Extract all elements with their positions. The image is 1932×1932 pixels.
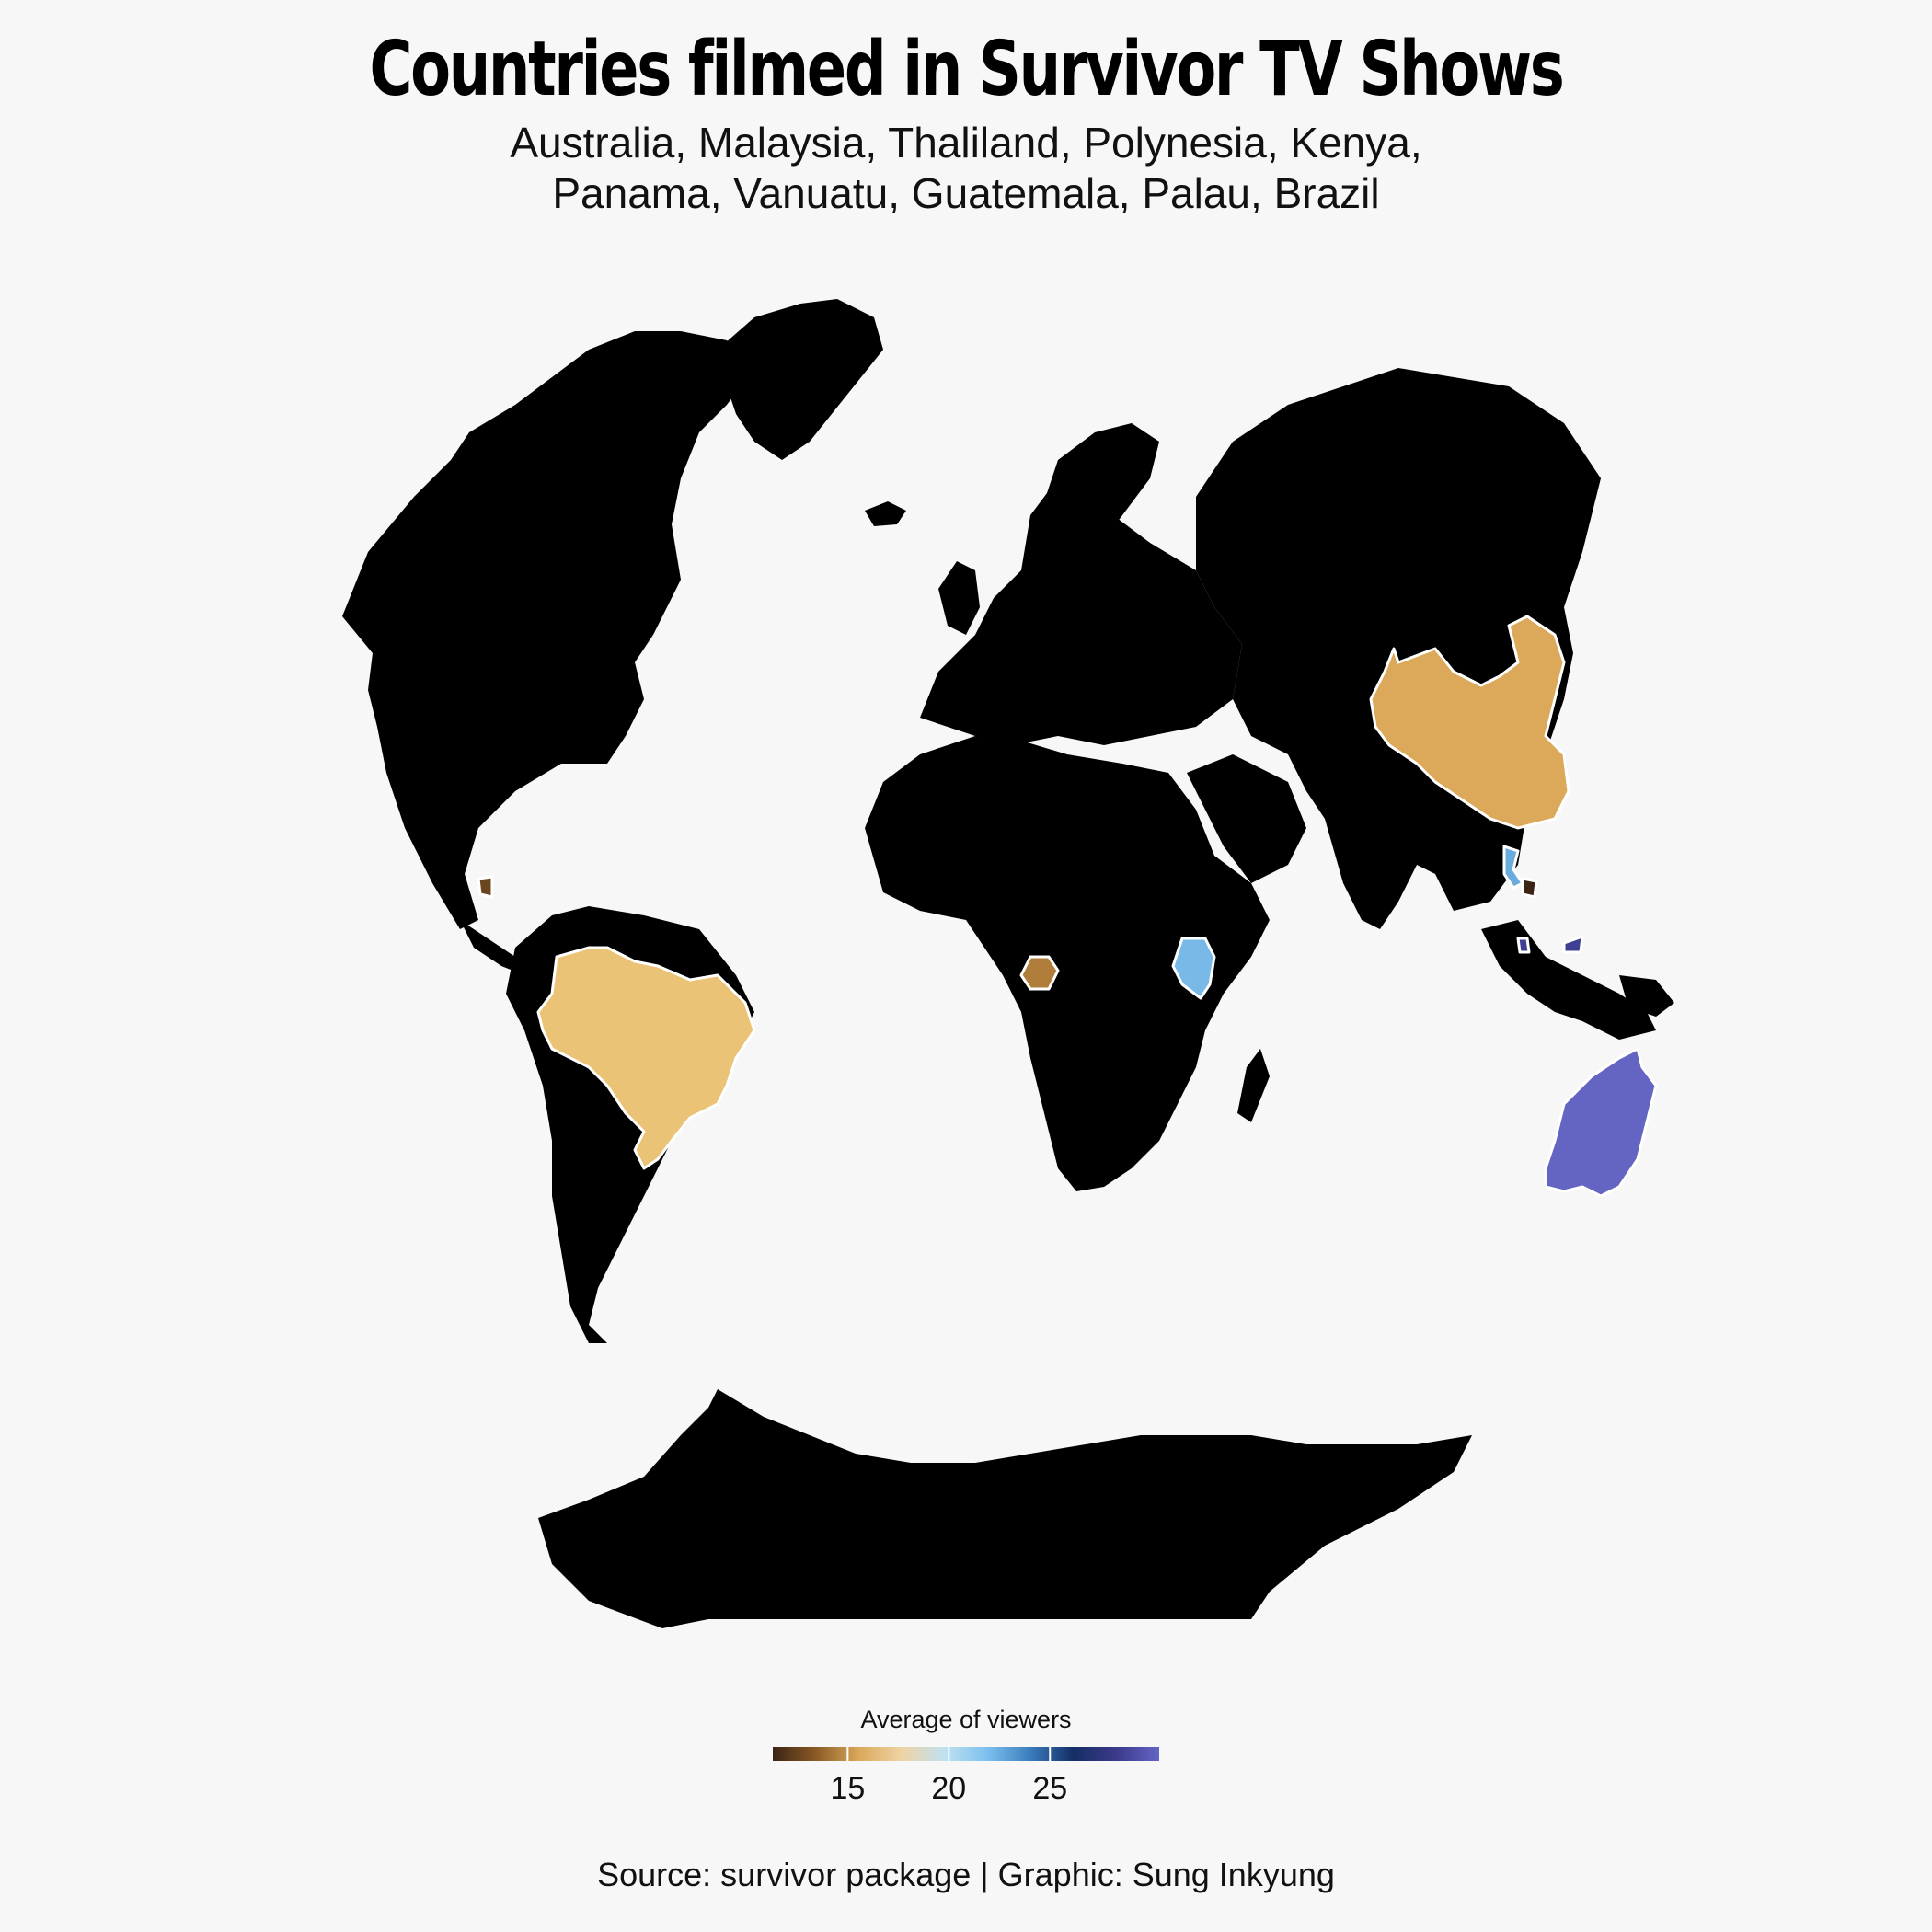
country-china[interactable] [1369,615,1570,830]
country-cambodia[interactable] [1521,877,1538,899]
new-guinea [1619,975,1674,1017]
antarctica [538,1389,1472,1628]
legend-gradient [773,1747,1159,1761]
subtitle-line: Australia, Malaysia, Thaliland, Polynesi… [510,119,1422,167]
land-masses [342,299,1674,1628]
country-brazil[interactable] [536,946,756,1170]
map-title: Countries filmed in Survivor TV Shows [369,26,1565,113]
country-kenya[interactable] [1171,937,1216,1000]
europe [920,478,1242,745]
country-malaysia[interactable] [1516,935,1584,954]
central-america [460,920,524,975]
legend-ticks [846,1747,1052,1761]
arabian-peninsula [1187,754,1306,883]
legend-title: Average of viewers [860,1706,1072,1733]
map-subtitle: Australia, Malaysia, Thaliland, Polynesi… [276,118,1656,219]
legend-tick-label: 25 [1032,1771,1068,1806]
iceland [865,501,906,526]
subtitle-line: Panama, Vanuatu, Guatemala, Palau, Brazi… [552,169,1380,217]
country-nicaragua[interactable] [477,875,494,899]
legend-colorbar [773,1747,1159,1761]
greenland [718,299,883,460]
africa [865,736,1270,1191]
madagascar [1237,1049,1270,1122]
country-australia[interactable] [1544,1047,1658,1198]
source-caption: Source: survivor package | Graphic: Sung… [597,1856,1335,1893]
india [1325,810,1417,929]
legend-tick-label: 15 [830,1771,866,1806]
british-isles [938,561,980,635]
scandinavia [1040,423,1159,552]
legend-tick-label: 20 [931,1771,967,1806]
north-america [342,331,754,929]
country-gabon[interactable] [1019,955,1060,991]
highlighted-countries [477,615,1658,1198]
